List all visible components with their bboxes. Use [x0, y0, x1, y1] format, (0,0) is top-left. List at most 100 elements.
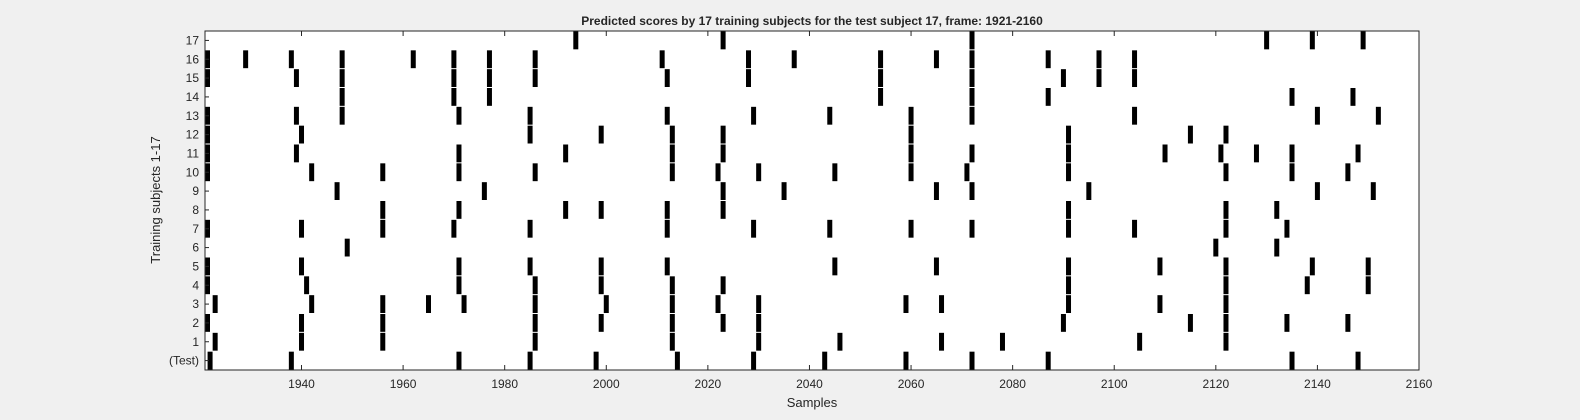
x-tick-labels: 1940 1960 1980 2000 2020 2040 2060 2080 2100 2120… [288, 31, 1433, 391]
event-mark [756, 314, 762, 332]
event-mark [1223, 219, 1229, 238]
event-mark [288, 351, 294, 370]
x-tick-label: 1960 [390, 377, 417, 391]
event-mark [969, 219, 975, 238]
event-mark [527, 106, 533, 125]
event-mark [299, 314, 305, 332]
event-mark [1264, 31, 1270, 50]
event-mark [456, 257, 462, 276]
event-mark [969, 31, 975, 50]
event-mark [1066, 276, 1072, 295]
event-mark [1223, 125, 1229, 144]
y-tick-label: 15 [186, 71, 200, 85]
event-mark [456, 106, 462, 125]
event-mark [822, 351, 828, 370]
x-tick-label: 2140 [1304, 377, 1331, 391]
event-mark [425, 295, 431, 313]
event-mark [603, 295, 609, 313]
event-mark [664, 106, 670, 125]
event-mark [1045, 351, 1051, 370]
event-mark [481, 182, 487, 200]
event-mark [1187, 125, 1193, 144]
event-mark [1223, 276, 1229, 295]
event-mark [532, 69, 538, 87]
event-mark [751, 351, 757, 370]
event-mark [299, 257, 305, 276]
event-mark [1066, 295, 1072, 313]
event-mark [939, 332, 945, 351]
event-mark [781, 182, 787, 200]
x-tick-label: 1940 [288, 377, 315, 391]
event-mark [1066, 219, 1072, 238]
x-tick-label: 2040 [796, 377, 823, 391]
y-tick-label: 8 [192, 203, 199, 217]
event-mark [832, 163, 838, 182]
event-mark [908, 144, 914, 163]
event-mark [299, 125, 305, 144]
event-mark [969, 50, 975, 69]
y-tick-label: 11 [187, 146, 200, 160]
event-mark [964, 163, 970, 182]
event-mark [720, 144, 726, 163]
event-mark [715, 295, 721, 313]
y-tick-label: 1 [192, 335, 199, 349]
event-mark [451, 219, 457, 238]
event-mark [669, 314, 675, 332]
event-mark [908, 106, 914, 125]
event-mark [664, 257, 670, 276]
event-mark [486, 88, 492, 106]
event-mark [969, 106, 975, 125]
event-mark [903, 351, 909, 370]
event-mark [344, 238, 350, 257]
event-mark [1274, 201, 1280, 219]
event-mark [1132, 106, 1138, 125]
event-mark [309, 295, 315, 313]
event-mark [1355, 144, 1361, 163]
event-mark [720, 201, 726, 219]
event-mark [380, 219, 386, 238]
axes-box [204, 30, 1420, 371]
event-mark [451, 50, 457, 69]
event-mark [1223, 314, 1229, 332]
event-mark [669, 295, 675, 313]
x-tick-label: 2160 [1406, 377, 1433, 391]
event-mark [532, 276, 538, 295]
event-mark [456, 201, 462, 219]
event-mark [720, 31, 726, 50]
event-mark [1223, 257, 1229, 276]
event-mark [751, 106, 757, 125]
event-mark [1157, 295, 1163, 313]
event-mark [1157, 257, 1163, 276]
event-mark [451, 69, 457, 87]
event-mark [746, 50, 752, 69]
event-mark [1304, 276, 1310, 295]
event-mark [1365, 257, 1371, 276]
event-mark [563, 201, 569, 219]
y-tick-label: 10 [186, 165, 200, 179]
event-mark [1253, 144, 1259, 163]
y-tick-label: 6 [192, 241, 199, 255]
event-mark [304, 276, 310, 295]
event-mark [1360, 31, 1366, 50]
event-mark [827, 219, 833, 238]
event-mark [527, 351, 533, 370]
y-tick-label: 14 [186, 90, 200, 104]
event-mark [908, 219, 914, 238]
event-mark [339, 69, 345, 87]
event-mark [212, 295, 218, 313]
event-mark [380, 314, 386, 332]
event-mark [878, 88, 884, 106]
event-mark [837, 332, 843, 351]
event-mark [1132, 50, 1138, 69]
event-mark [598, 276, 604, 295]
y-axis-label: Training subjects 1-17 [148, 136, 163, 263]
event-mark [1309, 31, 1315, 50]
event-mark [461, 295, 467, 313]
event-mark [720, 276, 726, 295]
event-mark [1218, 144, 1224, 163]
event-mark [1314, 182, 1320, 200]
event-mark [1355, 351, 1361, 370]
event-mark [720, 182, 726, 200]
event-mark [299, 219, 305, 238]
